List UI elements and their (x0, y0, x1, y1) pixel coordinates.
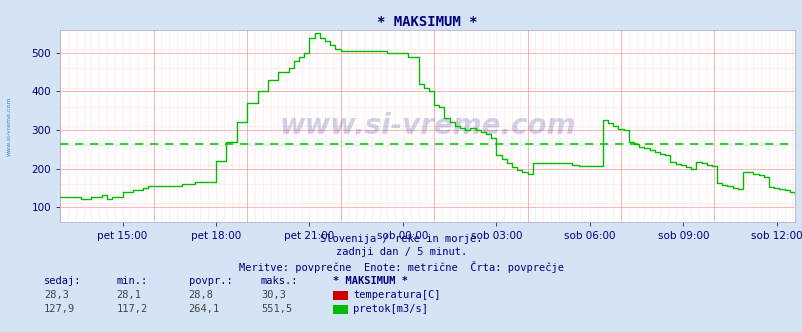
Text: min.:: min.: (116, 276, 148, 286)
Text: 30,3: 30,3 (261, 290, 286, 300)
Text: www.si-vreme.com: www.si-vreme.com (7, 96, 12, 156)
Text: 264,1: 264,1 (188, 304, 220, 314)
Text: 28,1: 28,1 (116, 290, 141, 300)
Text: 127,9: 127,9 (44, 304, 75, 314)
Text: temperatura[C]: temperatura[C] (353, 290, 440, 300)
Text: Meritve: povprečne  Enote: metrične  Črta: povprečje: Meritve: povprečne Enote: metrične Črta:… (239, 261, 563, 273)
Text: * MAKSIMUM *: * MAKSIMUM * (333, 276, 407, 286)
Text: 28,8: 28,8 (188, 290, 213, 300)
Title: * MAKSIMUM *: * MAKSIMUM * (377, 15, 477, 29)
Text: 117,2: 117,2 (116, 304, 148, 314)
Text: sedaj:: sedaj: (44, 276, 82, 286)
Text: maks.:: maks.: (261, 276, 298, 286)
Text: www.si-vreme.com: www.si-vreme.com (279, 112, 575, 140)
Text: 551,5: 551,5 (261, 304, 292, 314)
Text: 28,3: 28,3 (44, 290, 69, 300)
Text: povpr.:: povpr.: (188, 276, 232, 286)
Text: pretok[m3/s]: pretok[m3/s] (353, 304, 427, 314)
Text: Slovenija / reke in morje.: Slovenija / reke in morje. (320, 234, 482, 244)
Text: zadnji dan / 5 minut.: zadnji dan / 5 minut. (335, 247, 467, 257)
